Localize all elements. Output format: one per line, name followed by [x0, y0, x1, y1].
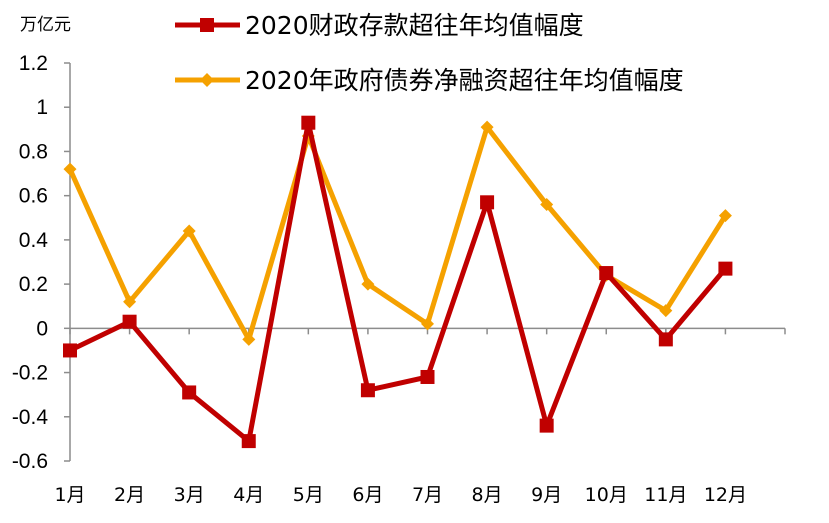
point-series-2-4月 [242, 332, 256, 346]
legend-label-series-1: 2020财政存款超往年均值幅度 [245, 11, 584, 40]
y-tick-label: -0.4 [12, 406, 49, 429]
x-tick-label: 7月 [412, 484, 443, 506]
point-series-2-12月 [718, 209, 732, 223]
legend-marker-series-1 [200, 18, 214, 32]
point-series-1-12月 [718, 261, 733, 276]
legend-label-series-2: 2020年政府债券净融资超往年均值幅度 [245, 66, 684, 95]
y-tick-label: 0.8 [19, 140, 48, 163]
x-tick-label: 2月 [114, 484, 145, 506]
x-tick-label: 6月 [352, 484, 383, 506]
point-series-1-7月 [420, 369, 435, 384]
legend-marker-series-2 [200, 73, 214, 87]
x-tick-label: 4月 [233, 484, 264, 506]
point-series-1-3月 [182, 385, 197, 400]
y-tick-label: 1 [36, 96, 48, 119]
x-tick-label: 8月 [472, 484, 503, 506]
point-series-1-2月 [122, 314, 137, 329]
point-series-1-5月 [301, 115, 316, 130]
y-tick-label: 1.2 [19, 52, 48, 75]
x-tick-label: 1月 [54, 484, 85, 506]
unit-label: 万亿元 [20, 15, 71, 35]
legend-entry-series-2: 2020年政府债券净融资超往年均值幅度 [175, 66, 684, 95]
point-series-1-1月 [63, 343, 77, 358]
point-series-2-1月 [63, 162, 77, 176]
y-tick-label: 0.4 [19, 229, 49, 252]
series-line-1 [68, 120, 728, 444]
point-series-2-11月 [659, 304, 673, 318]
point-series-2-7月 [421, 317, 434, 331]
point-series-2-3月 [182, 224, 196, 238]
axes: 1.2 1 0.8 0.6 0.4 0.2 0 -0.2 -0.4 -0.6 1月 2月 3月 4月 5月 6… [12, 52, 786, 506]
y-tick-label: 0.2 [19, 273, 48, 296]
point-series-1-8月 [480, 195, 495, 210]
legend-entry-series-1: 2020财政存款超往年均值幅度 [175, 11, 584, 40]
x-tick-label: 10月 [585, 484, 628, 506]
point-series-2-9月 [540, 198, 554, 211]
x-tick-label: 12月 [704, 484, 747, 506]
x-tick-label: 3月 [174, 484, 205, 506]
point-series-1-6月 [360, 383, 375, 398]
point-series-1-9月 [539, 418, 554, 433]
point-series-1-10月 [599, 266, 614, 281]
point-series-2-2月 [123, 295, 137, 309]
x-tick-label: 5月 [293, 484, 324, 506]
y-tick-label: 0.6 [19, 185, 48, 208]
point-series-1-11月 [658, 332, 673, 347]
point-series-2-6月 [361, 277, 375, 291]
y-tick-label: 0 [36, 317, 48, 340]
point-series-2-8月 [480, 120, 494, 134]
x-tick-label: 11月 [644, 484, 687, 506]
series-layer [63, 115, 733, 449]
legend: 2020财政存款超往年均值幅度 2020年政府债券净融资超往年均值幅度 [175, 11, 684, 95]
series-line-2 [67, 124, 728, 342]
y-tick-label: -0.6 [12, 450, 48, 473]
point-series-1-4月 [241, 434, 256, 449]
x-tick-label: 9月 [531, 484, 562, 506]
y-tick-label: -0.2 [12, 362, 48, 385]
